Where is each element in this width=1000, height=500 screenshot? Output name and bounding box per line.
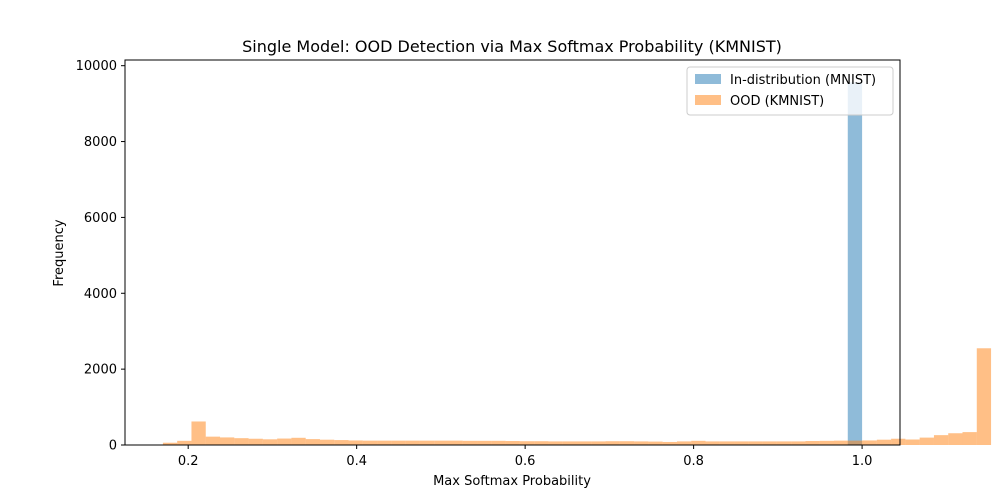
series-0-bar bbox=[847, 82, 863, 446]
series-1-bar bbox=[419, 440, 435, 445]
series-1-bar bbox=[848, 440, 863, 445]
series-1-bar bbox=[791, 441, 806, 445]
series-1-bar bbox=[291, 437, 306, 445]
series-1-bar bbox=[448, 440, 463, 445]
series-1-bar bbox=[319, 439, 335, 445]
series-1-bar bbox=[691, 440, 706, 445]
x-tick-label: 1.0 bbox=[852, 454, 873, 469]
series-1-bar bbox=[705, 441, 720, 445]
series-1-bar bbox=[348, 440, 363, 445]
series-1-bar bbox=[491, 440, 506, 445]
series-1-bar bbox=[305, 439, 320, 445]
series-1-bar bbox=[805, 441, 820, 445]
series-1-bar bbox=[220, 437, 235, 445]
legend-label: OOD (KMNIST) bbox=[730, 94, 824, 109]
series-1-bar bbox=[762, 441, 777, 445]
legend: In-distribution (MNIST) OOD (KMNIST) bbox=[686, 66, 894, 116]
histogram-bars bbox=[162, 82, 992, 446]
series-1-bar bbox=[876, 439, 892, 445]
series-1-bar bbox=[205, 436, 221, 445]
series-1-bar bbox=[619, 441, 635, 445]
series-1-bar bbox=[262, 439, 278, 445]
series-1-bar bbox=[976, 348, 992, 445]
series-1-bar bbox=[634, 441, 649, 445]
series-1-bar bbox=[548, 441, 563, 445]
series-1-bar bbox=[734, 441, 749, 445]
series-1-bar bbox=[177, 440, 192, 445]
y-tick-label: 6000 bbox=[84, 211, 117, 226]
legend-label: In-distribution (MNIST) bbox=[730, 73, 876, 88]
series-1-bar bbox=[933, 435, 949, 445]
series-1-bar bbox=[434, 440, 449, 445]
series-1-bar bbox=[576, 441, 592, 445]
legend-swatch bbox=[695, 74, 721, 84]
series-1-bar bbox=[605, 441, 620, 445]
series-1-bar bbox=[919, 437, 934, 445]
series-1-bar bbox=[405, 440, 420, 445]
series-1-bar bbox=[719, 441, 735, 445]
series-1-bar bbox=[277, 438, 292, 445]
series-1-bar bbox=[662, 441, 677, 445]
x-tick-label: 0.2 bbox=[178, 454, 199, 469]
x-tick-label: 0.6 bbox=[515, 454, 536, 469]
series-1-bar bbox=[648, 441, 663, 445]
series-1-bar bbox=[462, 440, 478, 445]
series-1-bar bbox=[819, 440, 834, 445]
y-tick-label: 0 bbox=[109, 439, 117, 454]
series-1-bar bbox=[519, 441, 535, 445]
series-1-bar bbox=[377, 440, 392, 445]
x-tick-label: 0.4 bbox=[346, 454, 367, 469]
x-tick-label: 0.8 bbox=[683, 454, 704, 469]
series-1-bar bbox=[162, 442, 178, 445]
series-1-bar bbox=[505, 441, 520, 445]
series-1-bar bbox=[362, 440, 378, 445]
series-1-bar bbox=[962, 432, 977, 445]
series-1-bar bbox=[676, 441, 692, 445]
legend-swatch bbox=[695, 95, 721, 105]
y-axis-label: Frequency bbox=[52, 219, 67, 286]
y-tick-label: 2000 bbox=[84, 363, 117, 378]
series-1-bar bbox=[591, 441, 606, 445]
series-1-bar bbox=[234, 438, 249, 445]
series-1-bar bbox=[477, 440, 492, 445]
x-axis-label: Max Softmax Probability bbox=[433, 474, 591, 489]
y-tick-label: 10000 bbox=[76, 59, 117, 74]
series-1-bar bbox=[391, 440, 406, 445]
series-1-bar bbox=[862, 440, 877, 445]
chart-title: Single Model: OOD Detection via Max Soft… bbox=[242, 37, 782, 56]
series-1-bar bbox=[334, 440, 349, 445]
series-1-bar bbox=[191, 421, 206, 445]
series-1-bar bbox=[905, 439, 920, 445]
series-1-bar bbox=[948, 433, 963, 445]
series-1-bar bbox=[748, 441, 763, 445]
x-axis-ticks: 0.2 0.4 0.6 0.8 1.0 bbox=[178, 445, 873, 469]
plot-frame bbox=[124, 59, 901, 446]
y-tick-label: 4000 bbox=[84, 287, 117, 302]
legend-box bbox=[686, 66, 894, 116]
series-1-bar bbox=[891, 438, 906, 445]
series-1-bar bbox=[833, 440, 849, 445]
y-tick-label: 8000 bbox=[84, 135, 117, 150]
series-1-bar bbox=[248, 438, 263, 445]
series-1-bar bbox=[534, 441, 549, 445]
y-axis-ticks: 0 2000 4000 6000 8000 10000 bbox=[76, 59, 125, 454]
series-1-bar bbox=[776, 441, 792, 445]
series-1-bar bbox=[562, 441, 577, 445]
